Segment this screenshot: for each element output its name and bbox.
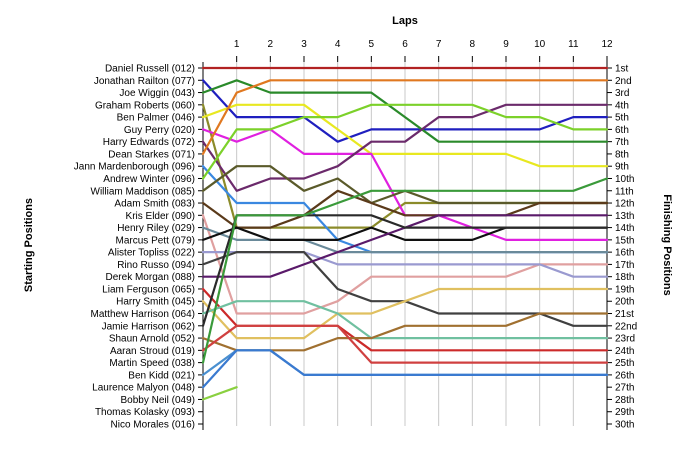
finishing-position-label: 9th bbox=[615, 162, 629, 173]
series-line-2 bbox=[201, 79, 609, 143]
series-line-25 bbox=[201, 177, 609, 364]
series-line-7 bbox=[201, 103, 609, 192]
driver-label: Graham Roberts (060) bbox=[95, 100, 195, 111]
finishing-position-label: 7th bbox=[615, 137, 629, 148]
series-line-28 bbox=[201, 386, 238, 401]
finishing-position-label: 13th bbox=[615, 211, 634, 222]
series-line-5 bbox=[201, 103, 609, 168]
driver-label: Jann Mardenborough (096) bbox=[74, 162, 195, 173]
driver-label: Aaran Stroud (019) bbox=[110, 346, 195, 357]
finishing-position-label: 17th bbox=[615, 260, 634, 271]
driver-label: William Maddison (085) bbox=[91, 186, 195, 197]
finishing-position-label: 24th bbox=[615, 346, 634, 357]
x-tick-label: 4 bbox=[335, 39, 341, 50]
series-line-3 bbox=[201, 79, 609, 143]
series-line-8 bbox=[201, 79, 609, 155]
finishing-position-label: 21st bbox=[615, 309, 634, 320]
driver-label: Nico Morales (016) bbox=[111, 420, 195, 431]
driver-label: Harry Edwards (072) bbox=[103, 137, 195, 148]
x-tick-label: 2 bbox=[268, 39, 274, 50]
driver-label: Ben Kidd (021) bbox=[128, 370, 195, 381]
series-line-27 bbox=[201, 349, 609, 389]
driver-label: Derek Morgan (088) bbox=[106, 272, 195, 283]
x-tick-label: 12 bbox=[601, 39, 613, 50]
driver-label: Martin Speed (038) bbox=[109, 358, 195, 369]
driver-label: Henry Riley (029) bbox=[117, 223, 195, 234]
driver-label: Harry Smith (045) bbox=[116, 297, 195, 308]
finishing-position-label: 30th bbox=[615, 420, 634, 431]
finishing-position-label: 19th bbox=[615, 284, 634, 295]
finishing-position-label: 22nd bbox=[615, 321, 637, 332]
x-tick-label: 3 bbox=[301, 39, 307, 50]
finishing-position-label: 14th bbox=[615, 223, 634, 234]
series-line-24 bbox=[201, 324, 609, 364]
driver-label: Alister Topliss (022) bbox=[108, 248, 195, 259]
driver-label: Bobby Neil (049) bbox=[121, 395, 195, 406]
driver-label: Liam Ferguson (065) bbox=[102, 284, 195, 295]
driver-label: Thomas Kolasky (093) bbox=[95, 407, 195, 418]
x-tick-label: 9 bbox=[503, 39, 509, 50]
finishing-position-label: 28th bbox=[615, 395, 634, 406]
finishing-position-label: 15th bbox=[615, 235, 634, 246]
finishing-position-label: 11th bbox=[615, 186, 634, 197]
series-line-21 bbox=[201, 300, 609, 340]
finishing-position-label: 20th bbox=[615, 297, 634, 308]
driver-label: Joe Wiggin (043) bbox=[119, 88, 195, 99]
finishing-position-label: 2nd bbox=[615, 76, 632, 87]
driver-label: Guy Perry (020) bbox=[124, 125, 195, 136]
finishing-position-label: 12th bbox=[615, 199, 634, 210]
finishing-position-label: 4th bbox=[615, 100, 629, 111]
x-tick-label: 11 bbox=[568, 39, 579, 50]
x-tick-label: 8 bbox=[470, 39, 476, 50]
series-line-20 bbox=[201, 287, 609, 340]
driver-label: Matthew Harrison (064) bbox=[91, 309, 195, 320]
finishing-position-label: 5th bbox=[615, 113, 629, 124]
series-line-10 bbox=[201, 103, 609, 180]
y-axis-title-right: Finishing Positions bbox=[661, 194, 673, 295]
finishing-position-label: 10th bbox=[615, 174, 634, 185]
x-tick-label: 7 bbox=[436, 39, 442, 50]
driver-label: Daniel Russell (012) bbox=[105, 64, 195, 75]
finishing-position-label: 6th bbox=[615, 125, 629, 136]
finishing-position-label: 16th bbox=[615, 248, 634, 259]
driver-label: Shaun Arnold (052) bbox=[109, 334, 195, 345]
driver-label: Rino Russo (094) bbox=[117, 260, 195, 271]
finishing-position-label: 1st bbox=[615, 64, 629, 75]
driver-label: Dean Starkes (071) bbox=[108, 149, 195, 160]
driver-label: Adam Smith (083) bbox=[114, 199, 195, 210]
finishing-position-label: 25th bbox=[615, 358, 634, 369]
finishing-position-label: 23rd bbox=[615, 334, 635, 345]
y-axis-title-left: Starting Positions bbox=[23, 198, 35, 292]
x-tick-label: 6 bbox=[402, 39, 408, 50]
driver-label: Jamie Harrison (062) bbox=[102, 321, 195, 332]
finishing-position-label: 3rd bbox=[615, 88, 629, 99]
driver-label: Marcus Pett (079) bbox=[116, 235, 195, 246]
finishing-position-label: 29th bbox=[615, 407, 634, 418]
driver-label: Kris Elder (090) bbox=[126, 211, 195, 222]
finishing-position-label: 27th bbox=[615, 383, 634, 394]
driver-label: Andrew Winter (096) bbox=[103, 174, 195, 185]
driver-label: Jonathan Railton (077) bbox=[94, 76, 195, 87]
finishing-position-label: 8th bbox=[615, 149, 629, 160]
x-axis-title: Laps bbox=[392, 15, 418, 27]
finishing-position-label: 18th bbox=[615, 272, 634, 283]
driver-label: Ben Palmer (046) bbox=[117, 113, 195, 124]
driver-label: Laurence Malyon (048) bbox=[92, 383, 195, 394]
x-tick-label: 5 bbox=[369, 39, 375, 50]
series-group bbox=[201, 66, 609, 401]
x-tick-label: 1 bbox=[234, 39, 240, 50]
x-tick-label: 10 bbox=[534, 39, 546, 50]
series-line-12 bbox=[201, 189, 609, 229]
finishing-position-label: 26th bbox=[615, 370, 634, 381]
